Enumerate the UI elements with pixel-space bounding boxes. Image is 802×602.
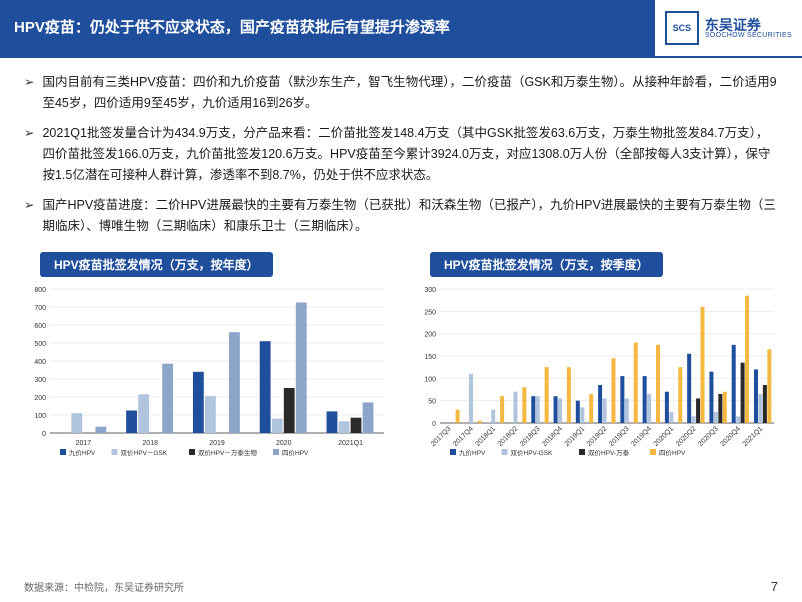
chart-annual-svg: 0 100 200 300 400 500 600 700 800 2017 2018 2019 202… [20, 283, 390, 463]
svg-text:800: 800 [34, 287, 46, 294]
chart-quarterly-title: HPV疫苗批签发情况（万支，按季度） [430, 252, 663, 277]
svg-text:2018Q3: 2018Q3 [519, 426, 542, 449]
svg-text:双价HPV－万泰生物: 双价HPV－万泰生物 [198, 448, 257, 457]
svg-text:150: 150 [424, 354, 436, 361]
svg-text:2021Q1: 2021Q1 [338, 440, 363, 447]
bullet-arrow-icon: ➢ [24, 195, 34, 236]
bullet-item: ➢ 国内目前有三类HPV疫苗：四价和九价疫苗（默沙东生产，智飞生物代理），二价疫… [24, 72, 778, 113]
svg-text:100: 100 [424, 377, 436, 384]
logo-text: 东吴证券 SOOCHOW SECURITIES [705, 18, 792, 39]
svg-text:400: 400 [34, 359, 46, 366]
svg-text:500: 500 [34, 341, 46, 348]
page-title: HPV疫苗：仍处于供不应求状态，国产疫苗获批后有望提升渗透率 [14, 18, 641, 38]
logo-block: SCS 东吴证券 SOOCHOW SECURITIES [655, 0, 802, 56]
bullet-arrow-icon: ➢ [24, 123, 34, 185]
bullet-text: 国产HPV疫苗进度：二价HPV进展最快的主要有万泰生物（已获批）和沃森生物（已报… [42, 195, 778, 236]
svg-text:0: 0 [42, 431, 46, 438]
logo-cn: 东吴证券 [705, 18, 792, 32]
svg-text:2019Q3: 2019Q3 [608, 426, 631, 449]
svg-text:0: 0 [432, 421, 436, 428]
svg-text:200: 200 [34, 395, 46, 402]
page-number: 7 [771, 579, 778, 594]
svg-text:双价HPV-GSK: 双价HPV-GSK [511, 449, 554, 457]
svg-text:九价HPV: 九价HPV [69, 448, 96, 457]
svg-text:四价HPV: 四价HPV [659, 449, 686, 457]
svg-text:2018: 2018 [142, 440, 158, 447]
bullet-text: 国内目前有三类HPV疫苗：四价和九价疫苗（默沙东生产，智飞生物代理），二价疫苗（… [42, 72, 778, 113]
svg-text:700: 700 [34, 305, 46, 312]
svg-text:2021Q1: 2021Q1 [742, 426, 765, 449]
footer: 数据来源：中检院，东吴证券研究所 7 [24, 579, 778, 594]
logo-en: SOOCHOW SECURITIES [705, 32, 792, 39]
logo-badge-text: SCS [673, 23, 692, 33]
chart-annual-area: 0 100 200 300 400 500 600 700 800 2017 2018 2019 202… [20, 283, 392, 463]
svg-text:2018Q1: 2018Q1 [475, 426, 498, 449]
chart-annual-box: HPV疫苗批签发情况（万支，按年度） 0 100 200 300 400 500 600 70… [20, 252, 392, 463]
svg-text:九价HPV: 九价HPV [459, 448, 486, 457]
header: HPV疫苗：仍处于供不应求状态，国产疫苗获批后有望提升渗透率 SCS 东吴证券 … [0, 0, 802, 58]
bullet-item: ➢ 国产HPV疫苗进度：二价HPV进展最快的主要有万泰生物（已获批）和沃森生物（… [24, 195, 778, 236]
svg-text:2017Q4: 2017Q4 [452, 426, 475, 449]
bullet-arrow-icon: ➢ [24, 72, 34, 113]
data-source: 数据来源：中检院，东吴证券研究所 [24, 579, 184, 594]
svg-text:250: 250 [424, 310, 436, 317]
charts-row: HPV疫苗批签发情况（万支，按年度） 010020030040050060070… [0, 252, 802, 463]
svg-text:2019: 2019 [209, 440, 225, 447]
svg-text:2020Q3: 2020Q3 [697, 426, 720, 449]
content: ➢ 国内目前有三类HPV疫苗：四价和九价疫苗（默沙东生产，智飞生物代理），二价疫… [0, 58, 802, 250]
svg-text:2018Q2: 2018Q2 [497, 426, 520, 449]
svg-text:200: 200 [424, 332, 436, 339]
chart-quarterly-area: 0501001502002503002017Q32017Q42018Q12018… [410, 283, 782, 463]
svg-text:50: 50 [428, 399, 436, 406]
svg-text:双价HPV－GSK: 双价HPV－GSK [121, 449, 168, 457]
svg-text:2019Q4: 2019Q4 [630, 426, 653, 449]
svg-text:2020Q2: 2020Q2 [675, 426, 698, 449]
svg-text:2017: 2017 [76, 440, 92, 447]
svg-text:2020: 2020 [276, 440, 292, 447]
svg-text:600: 600 [34, 323, 46, 330]
svg-text:2019Q2: 2019Q2 [586, 426, 609, 449]
bullet-text: 2021Q1批签发量合计为434.9万支，分产品来看：二价苗批签发148.4万支… [42, 123, 778, 185]
svg-text:四价HPV: 四价HPV [282, 449, 309, 457]
chart-quarterly-svg: 0501001502002503002017Q32017Q42018Q12018… [410, 283, 780, 463]
svg-text:2018Q4: 2018Q4 [541, 426, 564, 449]
svg-text:2019Q1: 2019Q1 [564, 426, 587, 449]
svg-text:300: 300 [34, 377, 46, 384]
svg-text:2017Q3: 2017Q3 [430, 426, 453, 449]
logo-icon: SCS [665, 11, 699, 45]
svg-text:300: 300 [424, 287, 436, 294]
svg-text:2020Q1: 2020Q1 [653, 426, 676, 449]
bullet-item: ➢ 2021Q1批签发量合计为434.9万支，分产品来看：二价苗批签发148.4… [24, 123, 778, 185]
chart-quarterly-box: HPV疫苗批签发情况（万支，按季度） 0 50 100 150 200 250 300 201… [410, 252, 782, 463]
svg-text:双价HPV-万泰: 双价HPV-万泰 [588, 448, 630, 457]
title-block: HPV疫苗：仍处于供不应求状态，国产疫苗获批后有望提升渗透率 [0, 0, 655, 56]
svg-text:100: 100 [34, 413, 46, 420]
svg-text:2020Q4: 2020Q4 [719, 426, 742, 449]
chart-annual-title: HPV疫苗批签发情况（万支，按年度） [40, 252, 273, 277]
